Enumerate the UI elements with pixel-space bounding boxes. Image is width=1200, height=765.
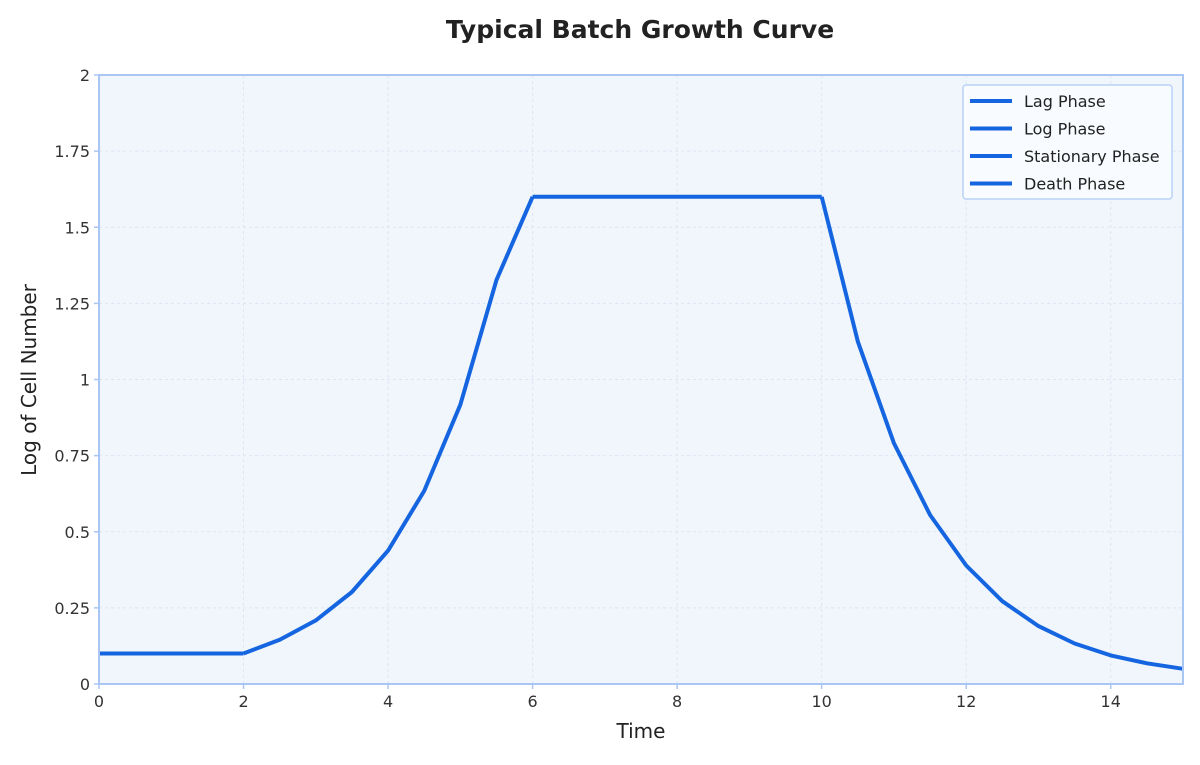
- y-tick-label: 0.25: [54, 599, 90, 618]
- x-tick-label: 2: [238, 692, 248, 711]
- series-layer: [99, 194, 1184, 671]
- y-tick-label: 1.5: [65, 218, 90, 237]
- chart-title: Typical Batch Growth Curve: [446, 15, 834, 44]
- legend-label: Stationary Phase: [1024, 147, 1160, 166]
- legend-label: Lag Phase: [1024, 92, 1106, 111]
- series-line-log-phase: [242, 196, 535, 656]
- y-tick-label: 0.5: [65, 523, 90, 542]
- legend-label: Death Phase: [1024, 175, 1125, 194]
- x-tick-label: 8: [672, 692, 682, 711]
- x-tick-label: 0: [94, 692, 104, 711]
- x-axis-label: Time: [616, 719, 666, 743]
- x-tick-label: 4: [383, 692, 393, 711]
- legend-items: Lag Phase Log Phase Stationary Phase Death …: [970, 92, 1160, 194]
- series-line-death-phase: [819, 196, 1184, 671]
- x-tick-label: 12: [956, 692, 976, 711]
- y-tick-label: 0: [80, 675, 90, 694]
- y-tick-label: 0.75: [54, 447, 90, 466]
- legend-label: Log Phase: [1024, 120, 1105, 139]
- x-tick-label: 6: [528, 692, 538, 711]
- y-tick-label: 1.75: [54, 142, 90, 161]
- legend-box: [962, 84, 1173, 200]
- legend: Lag Phase Log Phase Stationary Phase Death …: [962, 84, 1173, 200]
- y-axis-label: Log of Cell Number: [17, 283, 41, 476]
- y-tick-label: 1: [80, 371, 90, 390]
- x-tick-label: 10: [811, 692, 831, 711]
- axis-ticks: 0 2 4 6 8 10 12 14 0 0.25 0.5 0.75 1 1.25 1.5 1.75 2: [54, 66, 1121, 711]
- y-tick-label: 1.25: [54, 294, 90, 313]
- x-tick-label: 14: [1101, 692, 1121, 711]
- y-tick-label: 2: [80, 66, 90, 85]
